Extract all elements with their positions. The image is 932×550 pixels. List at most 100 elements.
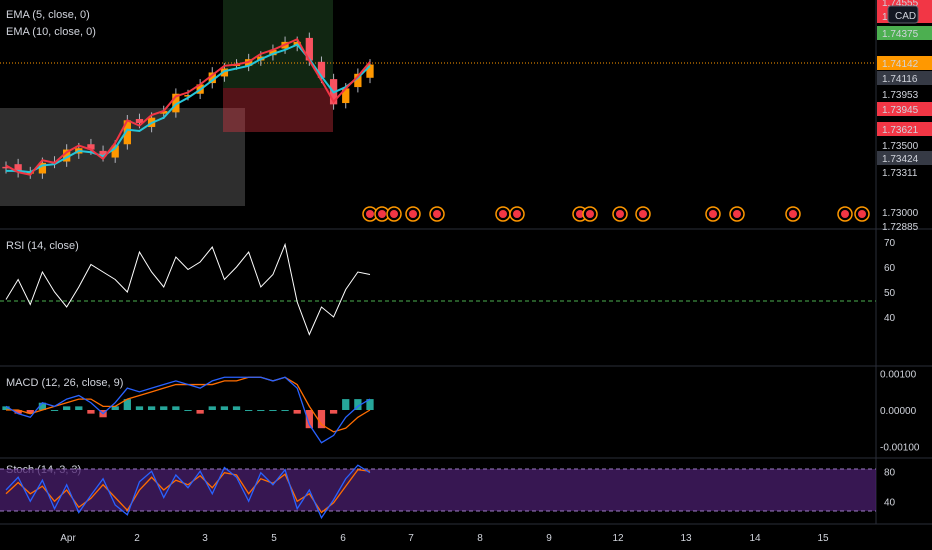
time-axis-label: 3 xyxy=(202,533,208,544)
price-tag-bg xyxy=(877,0,932,9)
price-tag-bg xyxy=(877,122,932,136)
candle-body xyxy=(269,49,277,56)
currency-label: CAD xyxy=(895,11,916,22)
macd-hist-bar xyxy=(317,410,326,429)
price-tag-bg xyxy=(877,71,932,85)
macd-hist-bar xyxy=(208,406,216,410)
candle-body xyxy=(220,68,229,77)
time-axis-label: 15 xyxy=(817,533,829,544)
candle-body xyxy=(366,64,374,78)
time-axis-label: 9 xyxy=(546,533,552,544)
event-flag xyxy=(513,210,521,218)
range-box[interactable] xyxy=(0,108,245,206)
macd-hist-bar xyxy=(196,410,204,414)
macd-hist-bar xyxy=(26,410,34,414)
price-tag-label: 1.74116 xyxy=(882,74,918,85)
macd-hist-bar xyxy=(366,399,374,410)
stoch-axis: 80 40 xyxy=(884,467,896,508)
macd-hist-bar xyxy=(269,410,277,411)
time-axis-label: 14 xyxy=(749,533,761,544)
macd-hist-bar xyxy=(135,406,144,410)
event-flag xyxy=(390,210,398,218)
time-axis-label: 12 xyxy=(612,533,624,544)
candle-body xyxy=(184,95,192,97)
rsi-tick-label: 40 xyxy=(884,313,896,324)
macd-hist-bar xyxy=(87,410,95,414)
macd-axis: 0.00100 0.00000 -0.00100 xyxy=(880,370,920,454)
price-tag-label: 1.73953 xyxy=(882,90,919,101)
macd-hist-bar xyxy=(342,399,350,410)
macd-hist-bar xyxy=(75,406,83,410)
macd-hist-bar xyxy=(293,410,301,414)
candle-body xyxy=(63,149,71,162)
macd-hist-bar xyxy=(50,410,59,411)
rsi-series-line xyxy=(5,242,371,336)
macd-hist-bar xyxy=(63,406,71,410)
event-flag xyxy=(789,210,797,218)
macd-hist-bar xyxy=(38,402,47,410)
event-flag xyxy=(499,210,507,218)
stoch-tick-label: 80 xyxy=(884,467,896,478)
event-flag xyxy=(841,210,849,218)
candle-body xyxy=(342,88,350,104)
price-tag-label: 1.72885 xyxy=(882,222,919,233)
event-flag xyxy=(433,210,441,218)
macd-hist-bar xyxy=(257,410,265,411)
price-tag-label: 1.73424 xyxy=(882,154,919,165)
rsi-tick-label: 60 xyxy=(884,263,896,274)
price-tag-label: 1.73500 xyxy=(882,141,919,152)
stop-zone[interactable] xyxy=(223,88,333,132)
macd-hist-bar xyxy=(172,406,180,410)
event-flag xyxy=(733,210,741,218)
candle-body xyxy=(123,120,131,145)
event-flag xyxy=(858,210,866,218)
rsi-legend[interactable]: RSI (14, close) xyxy=(6,240,79,252)
time-axis-label: 5 xyxy=(271,533,277,544)
stoch-d-line xyxy=(5,469,371,514)
macd-hist-bar xyxy=(111,406,119,410)
macd-hist-bar xyxy=(329,410,338,414)
event-flag xyxy=(576,210,584,218)
candle-body xyxy=(99,150,107,157)
candle-body xyxy=(208,72,216,84)
event-flag xyxy=(378,210,386,218)
target-zone[interactable] xyxy=(223,0,333,88)
candle-body xyxy=(135,118,144,123)
macd-tick-label: 0.00100 xyxy=(880,370,917,381)
candle-body xyxy=(317,61,326,78)
price-tag-label: 1.74375 xyxy=(882,29,919,40)
price-tag-label: 1.73311 xyxy=(882,168,918,179)
candle-body xyxy=(111,145,119,158)
macd-hist-bar xyxy=(354,399,362,410)
candle-body xyxy=(87,144,95,150)
currency-badge[interactable]: CAD xyxy=(887,5,919,24)
macd-hist-bar xyxy=(123,399,131,410)
macd-legend[interactable]: MACD (12, 26, close, 9) xyxy=(6,377,123,389)
rsi-tick-label: 50 xyxy=(884,288,896,299)
price-tag-bg xyxy=(877,151,932,165)
candle-body xyxy=(14,164,22,173)
macd-hist-bar xyxy=(2,406,10,410)
ema-fast-line xyxy=(5,37,371,176)
price-tag-label: 1.74555 xyxy=(882,0,919,9)
ema-fast-legend[interactable]: EMA (5, close, 0) xyxy=(6,9,90,21)
stoch-k-line xyxy=(5,464,371,520)
macd-hist-bar xyxy=(281,410,289,411)
candle-body xyxy=(172,93,180,113)
event-flag xyxy=(639,210,647,218)
event-markers[interactable] xyxy=(362,206,870,222)
time-axis[interactable]: Apr 2 3 5 6 7 8 9 12 13 14 15 xyxy=(60,533,829,544)
rsi-tick-label: 70 xyxy=(884,238,896,249)
time-axis-label: 2 xyxy=(134,533,140,544)
price-tag-label: 1.74142 xyxy=(882,59,919,70)
price-tag-label: 1.73621 xyxy=(882,125,919,136)
ema-slow-legend[interactable]: EMA (10, close, 0) xyxy=(6,26,96,38)
event-flag xyxy=(709,210,717,218)
price-tag-bg xyxy=(877,56,932,70)
macd-tick-label: -0.00100 xyxy=(880,442,920,453)
stoch-tick-label: 40 xyxy=(884,497,896,508)
macd-hist-bar xyxy=(220,406,229,410)
rsi-line xyxy=(5,242,371,336)
